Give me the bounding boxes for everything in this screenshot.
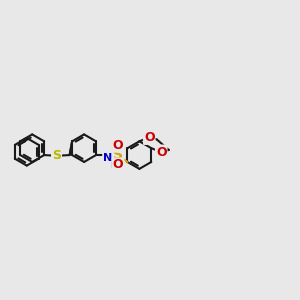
Text: O: O — [144, 131, 154, 144]
Text: N: N — [103, 153, 112, 163]
Text: O: O — [156, 146, 166, 158]
Text: H: H — [111, 160, 119, 170]
Text: O: O — [113, 139, 123, 152]
Text: S: S — [52, 149, 61, 162]
Text: O: O — [113, 158, 123, 172]
Text: S: S — [113, 148, 123, 162]
